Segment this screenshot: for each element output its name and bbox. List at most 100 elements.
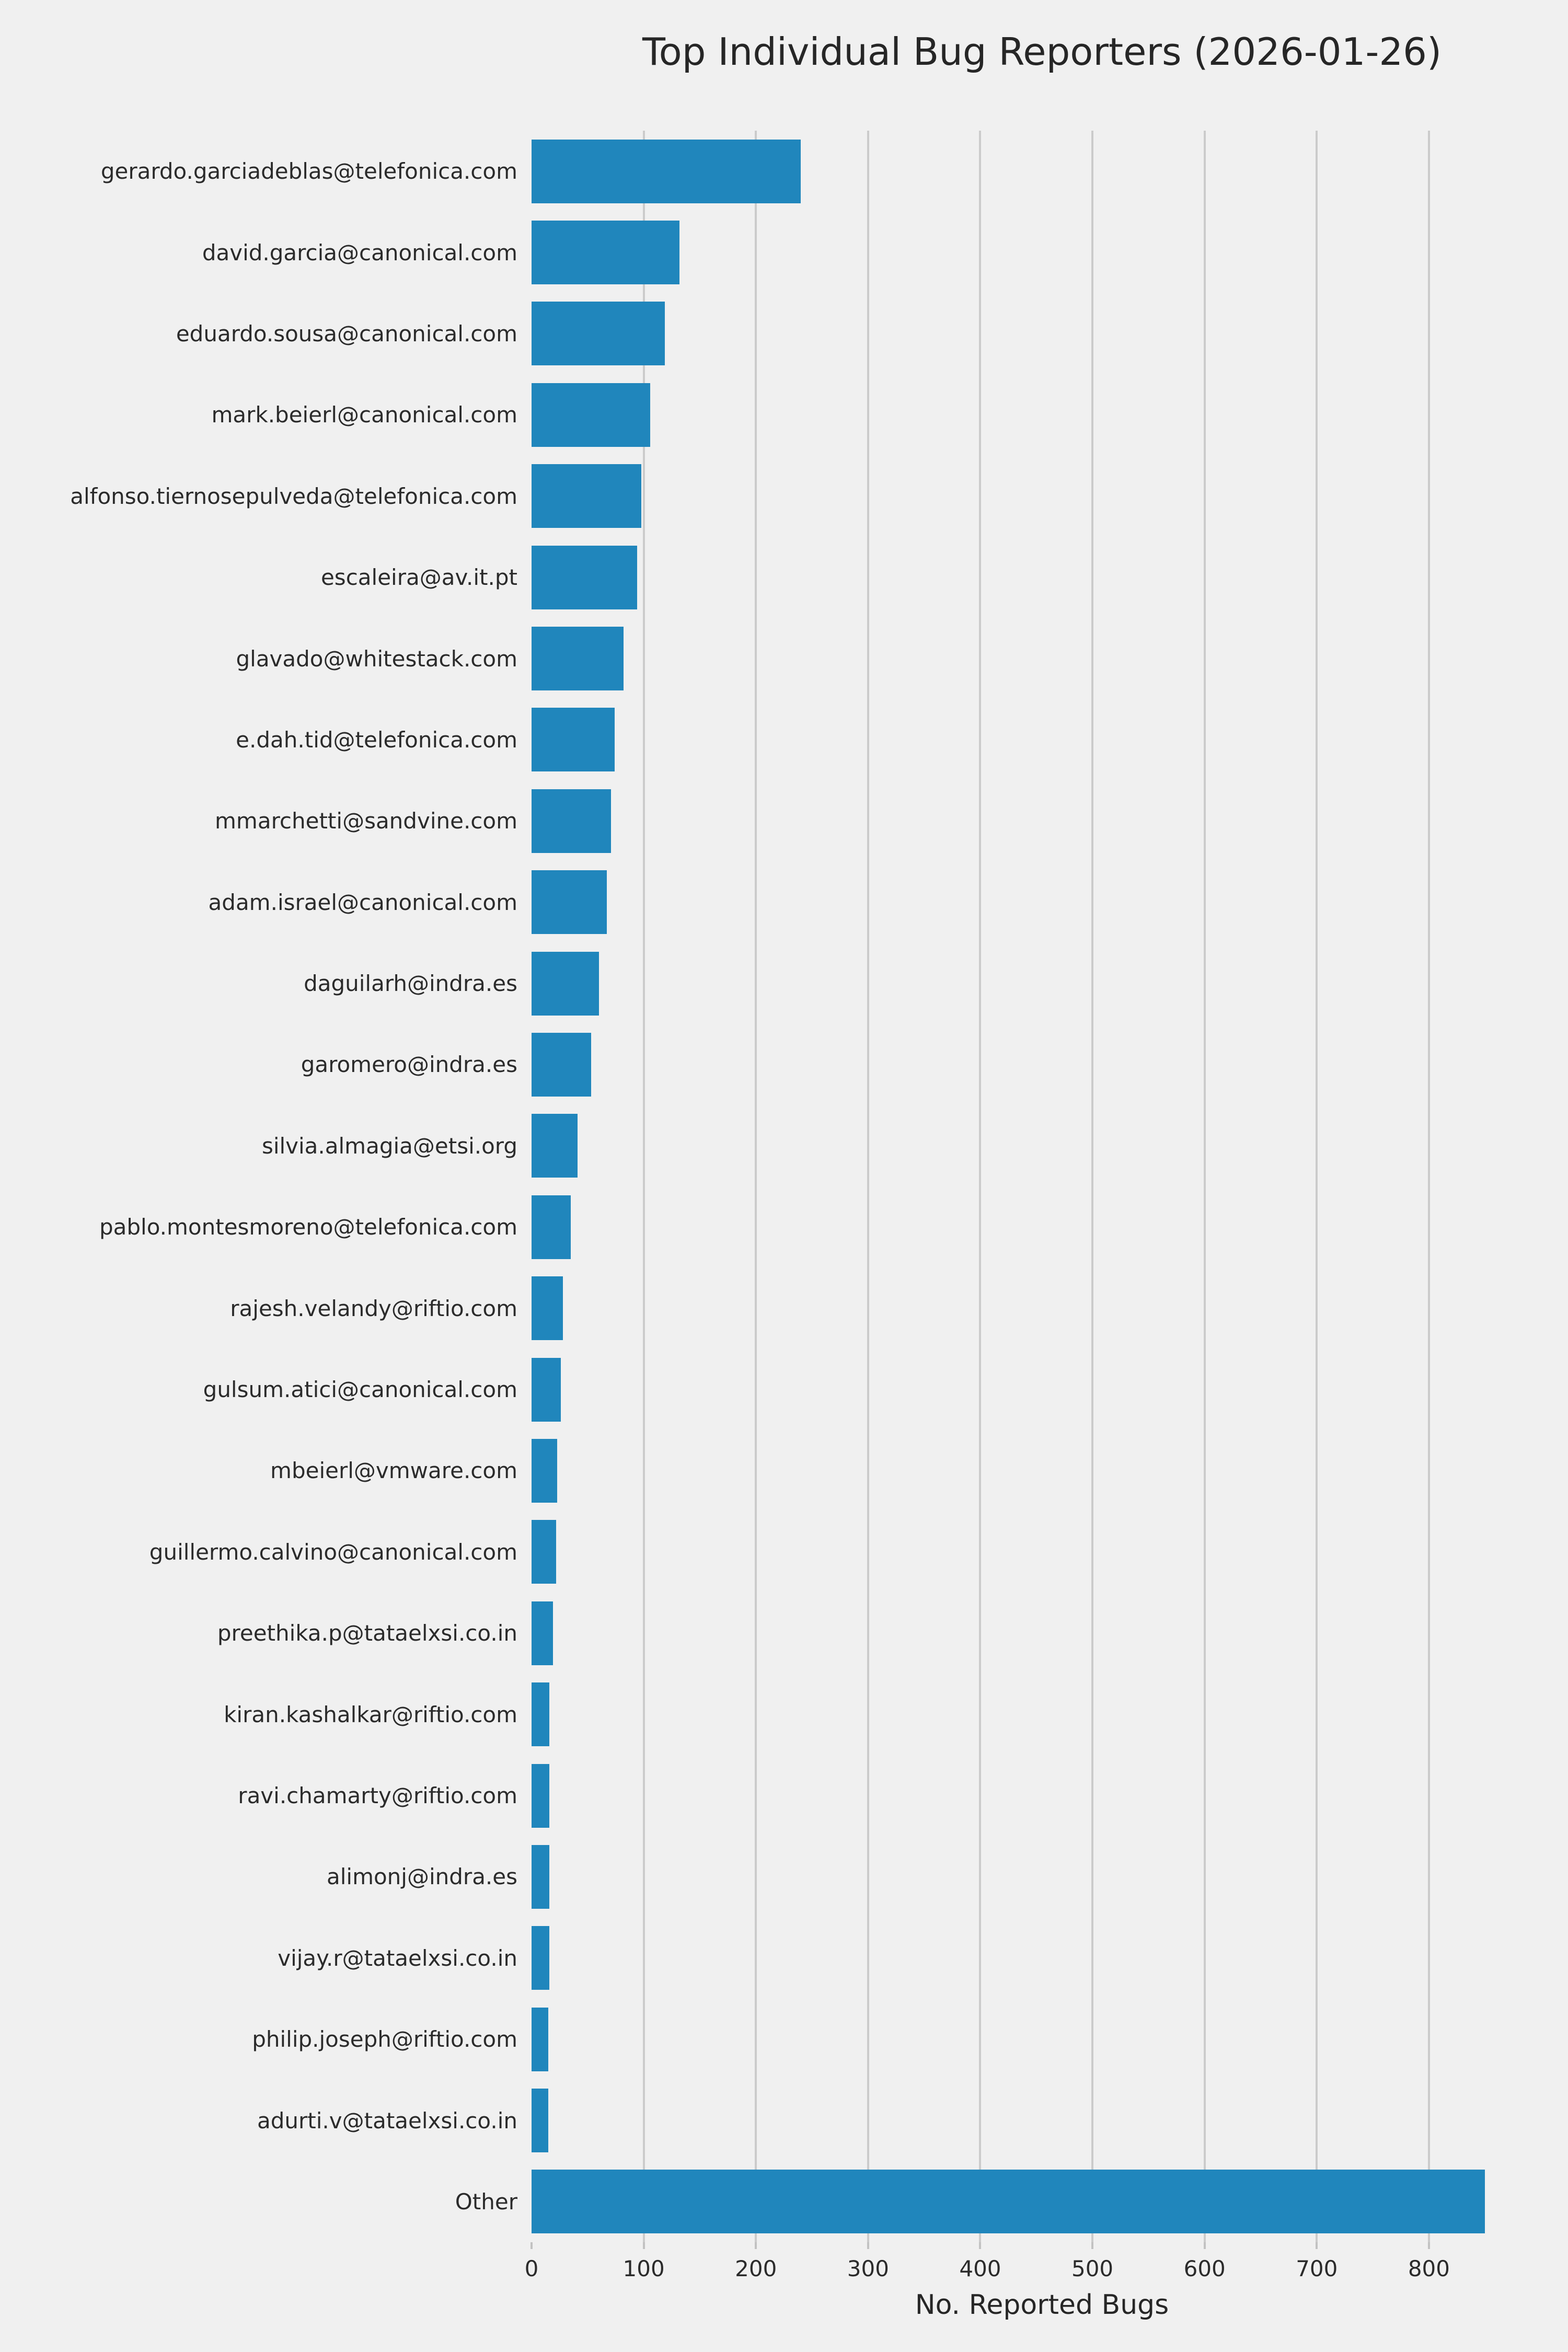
- category-label: daguilarh@indra.es: [304, 971, 517, 997]
- bar-row: [532, 1836, 1552, 1917]
- bar-row: [532, 293, 1552, 374]
- x-tick-label: 300: [847, 2256, 889, 2281]
- bar: [532, 1926, 550, 1990]
- bar: [532, 1601, 553, 1665]
- x-tick-label: 200: [735, 2256, 777, 2281]
- bar: [532, 1520, 557, 1584]
- x-tick: [979, 2242, 982, 2249]
- bar: [532, 464, 642, 528]
- bar-row: [532, 537, 1552, 618]
- bar: [532, 2170, 1485, 2234]
- bar: [532, 627, 624, 691]
- category-label: mbeierl@vmware.com: [270, 1458, 517, 1484]
- bar: [532, 1032, 591, 1097]
- gridline: [867, 131, 869, 2242]
- bar: [532, 1276, 563, 1341]
- bar: [532, 1114, 578, 1178]
- x-tick: [1427, 2242, 1430, 2249]
- x-tick-label: 400: [959, 2256, 1001, 2281]
- bars-layer: [532, 131, 1552, 2242]
- x-tick: [1091, 2242, 1094, 2249]
- gridline: [1091, 131, 1094, 2242]
- grid-layer: [532, 131, 1552, 2242]
- bar-row: [532, 212, 1552, 293]
- category-label: guillermo.calvino@canonical.com: [149, 1539, 517, 1565]
- x-tick-label: 100: [622, 2256, 665, 2281]
- category-label: gerardo.garciadeblas@telefonica.com: [100, 158, 517, 185]
- x-tick: [1316, 2242, 1318, 2249]
- bar: [532, 870, 607, 935]
- bar: [532, 789, 612, 853]
- category-label: david.garcia@canonical.com: [202, 239, 517, 266]
- bar-row: [532, 1512, 1552, 1593]
- gridline: [1203, 131, 1206, 2242]
- bar-row: [532, 943, 1552, 1024]
- bar-row: [532, 1999, 1552, 2080]
- x-tick: [755, 2242, 757, 2249]
- bar: [532, 1357, 561, 1422]
- bar: [532, 1195, 571, 1259]
- bar-row: [532, 1755, 1552, 1836]
- category-label: gulsum.atici@canonical.com: [203, 1377, 517, 1403]
- category-label: alimonj@indra.es: [327, 1864, 517, 1890]
- bar: [532, 2089, 549, 2153]
- category-label: eduardo.sousa@canonical.com: [176, 320, 517, 347]
- bar-row: [532, 456, 1552, 537]
- plot-area: [532, 131, 1552, 2242]
- x-tick: [1203, 2242, 1206, 2249]
- category-label: mark.beierl@canonical.com: [211, 402, 517, 428]
- x-tick: [642, 2242, 645, 2249]
- category-label: alfonso.tiernosepulveda@telefonica.com: [70, 483, 517, 509]
- bar-row: [532, 1186, 1552, 1267]
- bar-row: [532, 1430, 1552, 1511]
- bar: [532, 1763, 550, 1828]
- bar-row: [532, 1918, 1552, 1999]
- bar-row: [532, 699, 1552, 780]
- bar: [532, 2007, 549, 2071]
- bar-row: [532, 1593, 1552, 1674]
- category-label: silvia.almagia@etsi.org: [261, 1133, 517, 1159]
- gridline: [642, 131, 645, 2242]
- x-tick-label: 600: [1183, 2256, 1226, 2281]
- x-tick: [867, 2242, 869, 2249]
- bar: [532, 302, 665, 366]
- gridline: [755, 131, 757, 2242]
- category-label: adam.israel@canonical.com: [208, 889, 517, 915]
- x-tick-label: 500: [1071, 2256, 1114, 2281]
- category-label: ravi.chamarty@riftio.com: [238, 1783, 517, 1808]
- x-tick: [531, 2242, 533, 2249]
- x-axis-label: No. Reported Bugs: [915, 2289, 1169, 2321]
- category-label: vijay.r@tataelxsi.co.in: [278, 1945, 517, 1971]
- bar: [532, 139, 801, 203]
- gridline: [1427, 131, 1430, 2242]
- y-axis-labels: gerardo.garciadeblas@telefonica.com david…: [0, 131, 517, 2242]
- bar: [532, 1682, 550, 1747]
- category-label: rajesh.velandy@riftio.com: [230, 1295, 517, 1321]
- gridline: [979, 131, 982, 2242]
- x-axis: 0 100 200 300 400 500 600 700 800: [525, 2242, 1552, 2352]
- category-label: garomero@indra.es: [301, 1052, 517, 1078]
- bar-row: [532, 1674, 1552, 1755]
- x-tick-label: 700: [1296, 2256, 1338, 2281]
- bar-row: [532, 2080, 1552, 2161]
- category-label: mmarchetti@sandvine.com: [215, 808, 517, 834]
- bar: [532, 383, 651, 447]
- gridline: [1316, 131, 1318, 2242]
- x-tick-label: 800: [1408, 2256, 1450, 2281]
- bar-row: [532, 2161, 1552, 2242]
- bar-row: [532, 618, 1552, 699]
- bar-row: [532, 131, 1552, 212]
- bar: [532, 545, 637, 609]
- bar-row: [532, 862, 1552, 943]
- bar: [532, 1438, 558, 1503]
- bar-row: [532, 780, 1552, 861]
- category-label: preethika.p@tataelxsi.co.in: [217, 1620, 517, 1646]
- category-label: e.dah.tid@telefonica.com: [236, 727, 517, 753]
- category-label: Other: [455, 2188, 517, 2215]
- category-label: glavado@whitestack.com: [236, 645, 517, 672]
- x-tick-label: 0: [524, 2256, 539, 2281]
- bar-row: [532, 1105, 1552, 1186]
- bar-row: [532, 1024, 1552, 1105]
- bar: [532, 951, 599, 1016]
